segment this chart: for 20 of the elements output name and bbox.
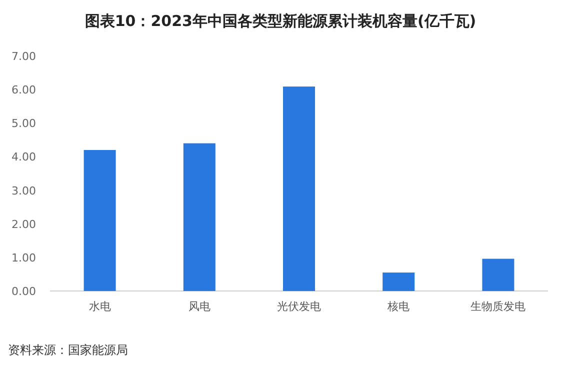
y-tick-label: 0.00 xyxy=(12,285,36,298)
y-tick-label: 2.00 xyxy=(12,218,36,231)
x-tick-label: 核电 xyxy=(386,300,410,313)
x-tick-label: 水电 xyxy=(88,300,111,313)
x-tick-label: 生物质发电 xyxy=(470,300,526,313)
y-tick-label: 3.00 xyxy=(12,184,36,198)
bar xyxy=(84,150,116,291)
x-tick-label: 光伏发电 xyxy=(277,300,321,313)
bar xyxy=(482,258,514,291)
y-tick-label: 6.00 xyxy=(12,84,36,97)
bar xyxy=(283,86,315,291)
y-tick-label: 5.00 xyxy=(12,117,36,130)
text: 资料来源：国家能源局 xyxy=(8,343,128,357)
y-tick-label: 7.00 xyxy=(12,50,36,63)
y-tick-label: 1.00 xyxy=(12,251,36,264)
x-tick-label: 风电 xyxy=(188,300,210,313)
chart-title: 图表10：2023年中国各类型新能源累计装机容量(亿千瓦) xyxy=(84,12,476,30)
y-tick-label: 4.00 xyxy=(12,150,36,164)
bar xyxy=(382,272,415,291)
bar xyxy=(183,143,216,291)
